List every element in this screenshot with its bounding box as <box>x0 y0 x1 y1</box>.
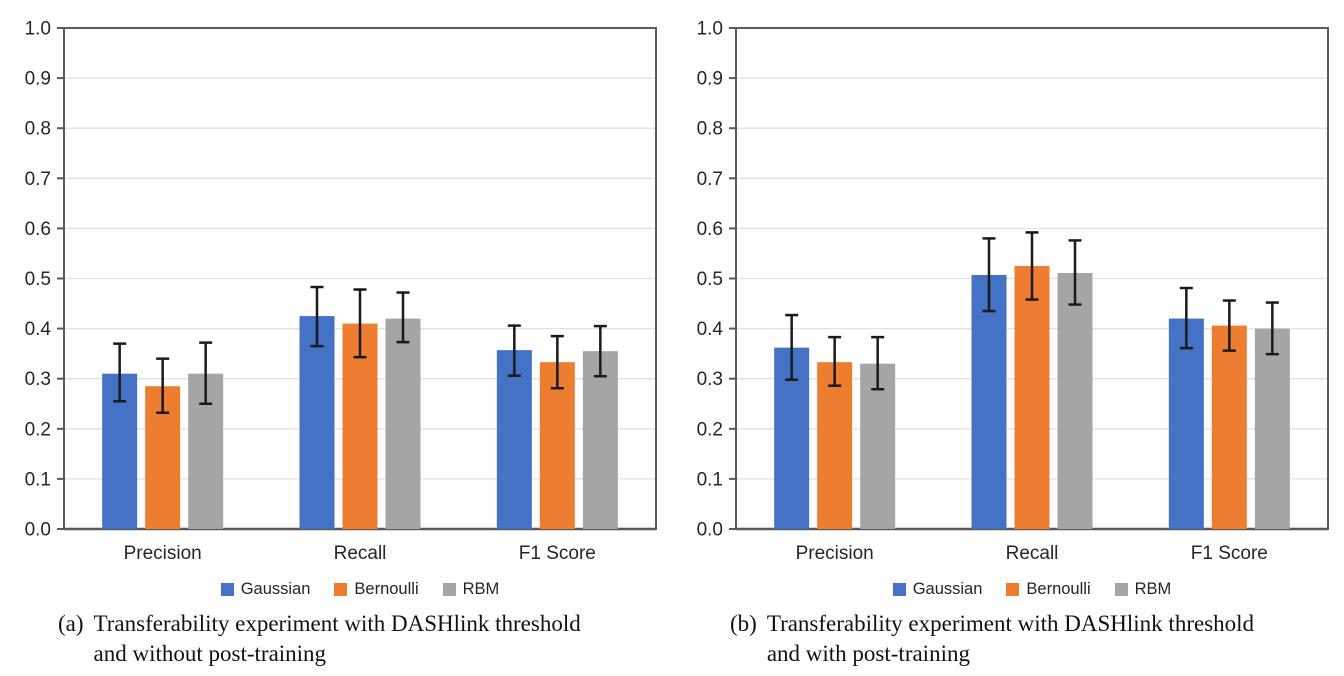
bar-bernoulli-recall <box>1014 265 1050 529</box>
bar-bernoulli-f1-score <box>1211 325 1247 529</box>
legend-item-gaussian: Gaussian <box>220 579 311 599</box>
legend-item-bernoulli: Bernoulli <box>1006 579 1091 599</box>
legend-swatch-rbm <box>442 582 456 596</box>
caption-a-line2: and without post-training <box>93 641 327 666</box>
bar-gaussian-f1-score <box>496 350 532 529</box>
category-label: Precision <box>124 543 202 564</box>
legend-label: Gaussian <box>912 579 983 598</box>
legend-b: Gaussian Bernoulli RBM <box>720 580 1344 598</box>
y-tick-label: 0.6 <box>697 219 723 240</box>
y-tick-label: 0.5 <box>697 269 723 290</box>
category-label: F1 Score <box>1191 543 1268 564</box>
y-tick-label: 0.9 <box>697 69 723 90</box>
y-tick-label: 0.0 <box>697 520 723 541</box>
legend-swatch-bernoulli <box>334 582 348 596</box>
chart-panel-b: 0.0 0.1 0.2 0.3 0.4 0.5 0.6 0.7 0.8 0.9 1.0 Precisi… <box>672 0 1344 676</box>
y-tick-label: 0.1 <box>697 469 723 490</box>
caption-b-label: (b) <box>730 611 757 636</box>
bar-bernoulli-precision <box>817 362 853 529</box>
legend-label: Gaussian <box>240 579 311 598</box>
legend-swatch-gaussian <box>220 582 234 596</box>
caption-b-text: Transferability experiment with DASHlink… <box>767 609 1254 669</box>
legend-item-rbm: RBM <box>1114 579 1172 599</box>
y-tick-label: 0.8 <box>25 119 51 140</box>
category-label: F1 Score <box>519 543 596 564</box>
y-tick-label: 0.2 <box>697 419 723 440</box>
legend-label: RBM <box>1134 579 1172 598</box>
caption-b-line1: Transferability experiment with DASHlink… <box>766 611 1255 636</box>
bar-bernoulli-f1-score <box>539 362 575 529</box>
y-tick-label: 0.8 <box>697 119 723 140</box>
bar-rbm-recall <box>1057 272 1093 529</box>
legend-a: Gaussian Bernoulli RBM <box>48 580 672 598</box>
y-tick-label: 0.0 <box>25 520 51 541</box>
y-tick-label: 1.0 <box>25 19 51 40</box>
y-tick-label: 0.4 <box>697 319 724 340</box>
caption-b: (b) Transferability experiment with DASH… <box>730 609 1344 669</box>
legend-item-rbm: RBM <box>442 579 500 599</box>
chart-panel-a: 0.0 0.1 0.2 0.3 0.4 0.5 0.6 0.7 0.8 0.9 1.0 Precisi… <box>25 19 672 669</box>
caption-b-line2: and with post-training <box>766 641 970 666</box>
y-tick-label: 0.1 <box>25 469 51 490</box>
category-label: Recall <box>334 543 387 564</box>
y-tick-label: 1.0 <box>697 19 723 40</box>
legend-label: RBM <box>462 579 500 598</box>
legend-item-gaussian: Gaussian <box>892 579 983 599</box>
y-tick-label: 0.6 <box>25 219 51 240</box>
y-tick-label: 0.5 <box>25 269 51 290</box>
y-tick-label: 0.7 <box>25 169 51 190</box>
bar-chart-b: 0.0 0.1 0.2 0.3 0.4 0.5 0.6 0.7 0.8 0.9 1.0 Precisi… <box>697 19 1329 564</box>
legend-swatch-rbm <box>1114 582 1128 596</box>
caption-a-line1: Transferability experiment with DASHlink… <box>93 611 581 636</box>
bar-rbm-recall <box>385 318 421 529</box>
caption-a: (a) Transferability experiment with DASH… <box>58 609 672 669</box>
bar-gaussian-recall <box>299 316 335 529</box>
legend-swatch-gaussian <box>892 582 906 596</box>
category-label: Precision <box>796 543 874 564</box>
bar-gaussian-f1-score <box>1168 318 1204 529</box>
bar-rbm-f1-score <box>582 351 618 529</box>
bar-gaussian-recall <box>971 274 1007 529</box>
bar-rbm-precision <box>860 363 896 529</box>
caption-a-text: Transferability experiment with DASHlink… <box>94 609 581 669</box>
legend-item-bernoulli: Bernoulli <box>334 579 419 599</box>
y-tick-label: 0.4 <box>25 319 52 340</box>
legend-swatch-bernoulli <box>1006 582 1020 596</box>
y-tick-label: 0.7 <box>697 169 723 190</box>
legend-label: Bernoulli <box>354 579 419 598</box>
legend-label: Bernoulli <box>1026 579 1091 598</box>
bar-chart-a: 0.0 0.1 0.2 0.3 0.4 0.5 0.6 0.7 0.8 0.9 1.0 Precisi… <box>25 19 657 564</box>
bar-rbm-f1-score <box>1254 328 1290 529</box>
category-label: Recall <box>1006 543 1059 564</box>
caption-a-label: (a) <box>58 611 84 636</box>
y-tick-label: 0.3 <box>25 369 51 390</box>
y-tick-label: 0.2 <box>25 419 51 440</box>
y-tick-label: 0.3 <box>697 369 723 390</box>
y-tick-label: 0.9 <box>25 69 51 90</box>
